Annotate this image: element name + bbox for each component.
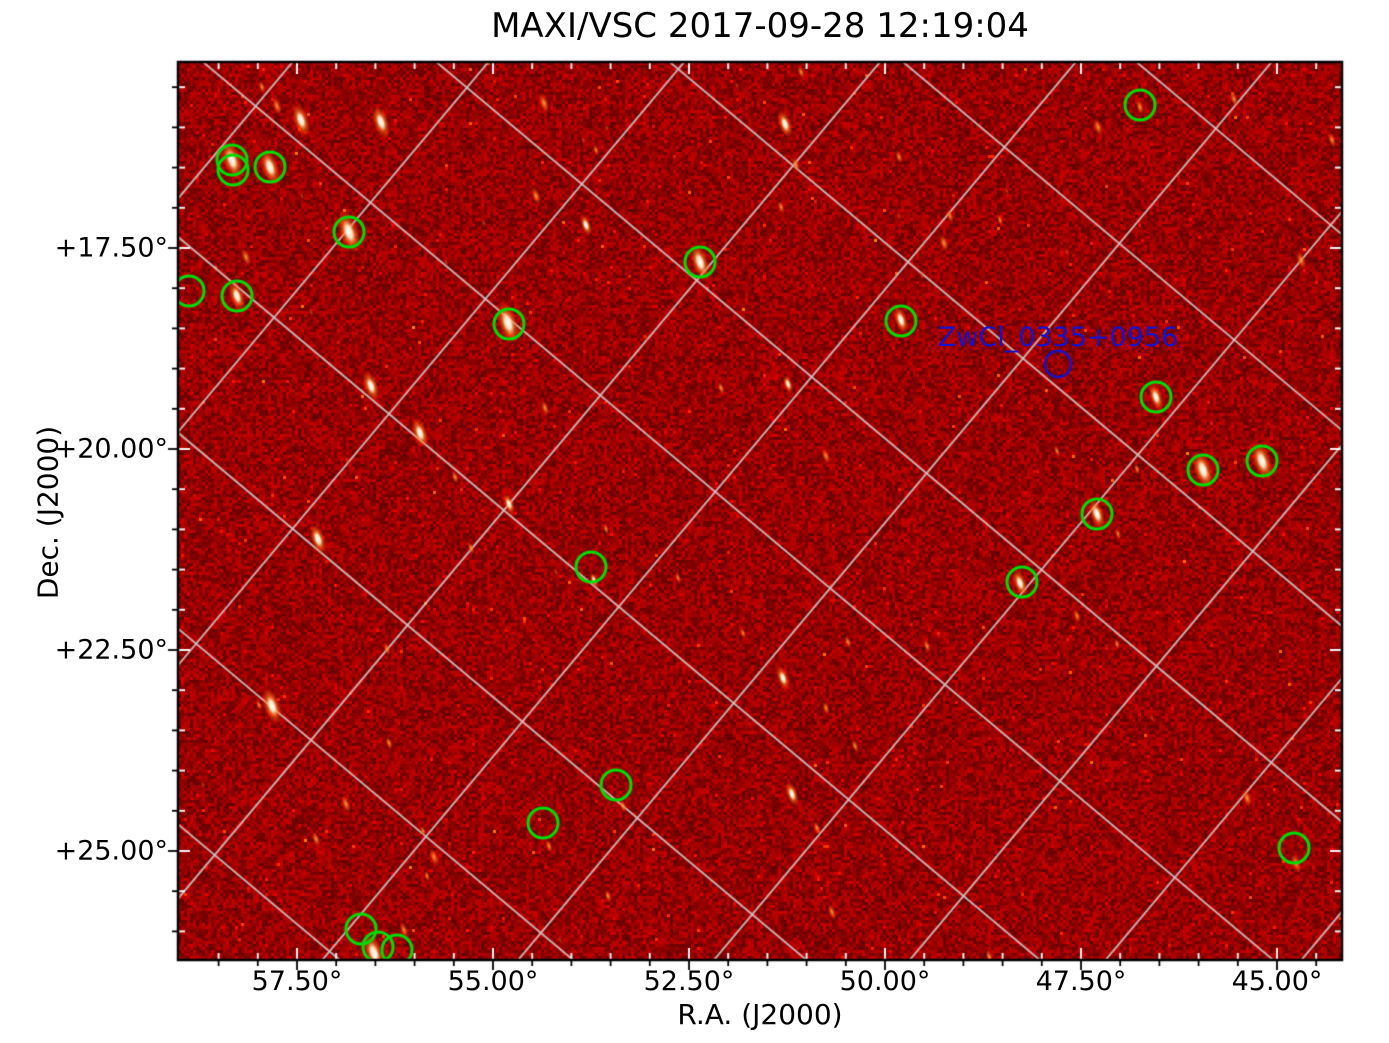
x-tick-label: 55.00° bbox=[447, 966, 539, 997]
source-annotation-label: ZwCl_0335+0956 bbox=[937, 322, 1179, 353]
x-tick-label: 45.00° bbox=[1231, 966, 1323, 997]
y-tick-label: +20.00° bbox=[54, 433, 168, 465]
x-tick-label: 50.00° bbox=[839, 966, 931, 997]
x-tick-label: 47.50° bbox=[1035, 966, 1127, 997]
x-axis-label: R.A. (J2000) bbox=[677, 998, 843, 1031]
plot-title: MAXI/VSC 2017-09-28 12:19:04 bbox=[491, 6, 1029, 46]
y-tick-label: +22.50° bbox=[54, 634, 168, 666]
y-tick-label: +17.50° bbox=[54, 232, 168, 264]
x-tick-label: 52.50° bbox=[643, 966, 735, 997]
x-tick-label: 57.50° bbox=[251, 966, 343, 997]
y-tick-label: +25.00° bbox=[54, 835, 168, 867]
